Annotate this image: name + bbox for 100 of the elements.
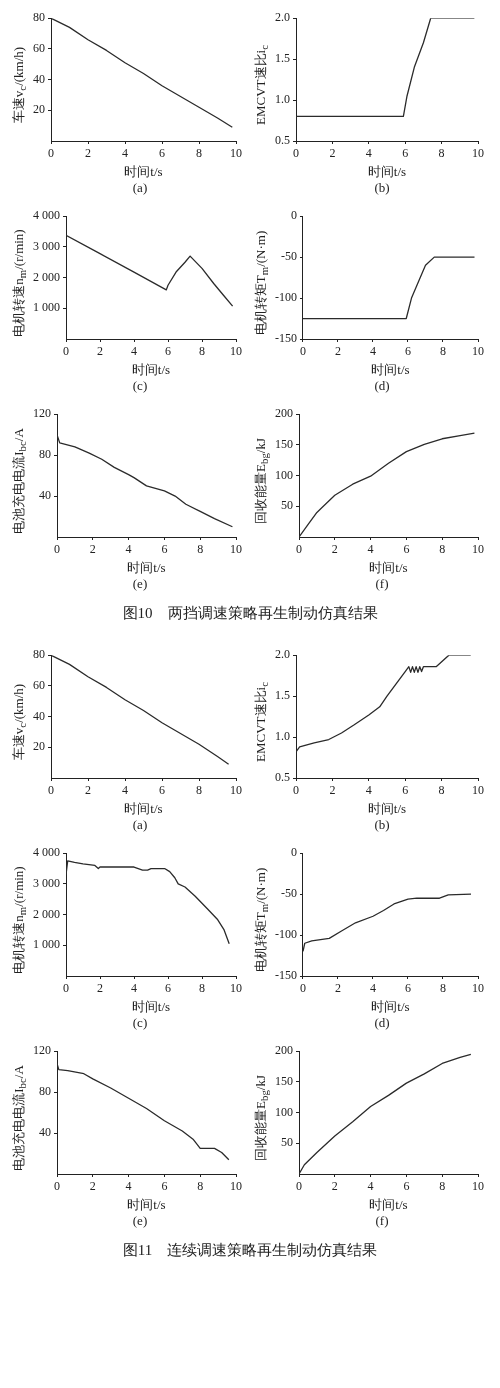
- x-tick-label: 10: [472, 783, 484, 798]
- y-tick-label: 20: [33, 739, 45, 754]
- y-tick-label: -100: [275, 927, 297, 942]
- y-tick-label: 4 000: [33, 208, 60, 223]
- y-tick-label: 40: [39, 1125, 51, 1140]
- y-tick-label: 2 000: [33, 906, 60, 921]
- y-tick-label: 1 000: [33, 937, 60, 952]
- x-tick-label: 6: [403, 1179, 410, 1194]
- y-tick-label: -50: [281, 886, 297, 901]
- x-tick-label: 8: [438, 783, 445, 798]
- x-tick-label: 8: [196, 146, 202, 161]
- x-tick-label: 6: [161, 1179, 168, 1194]
- text: (b): [373, 180, 391, 197]
- x-axis-title: 时间t/s: [371, 998, 410, 1014]
- y-tick-label: 4 000: [33, 845, 60, 860]
- x-tick-label: 6: [165, 981, 171, 996]
- caption: 图11 连续调速策略再生制动仿真结果: [121, 1241, 379, 1260]
- x-tick-label: 4: [122, 146, 128, 161]
- x-tick-label: 10: [230, 146, 242, 161]
- y-tick-label: -150: [275, 331, 297, 346]
- y-tick-label: 50: [281, 498, 293, 513]
- text: (d): [373, 1015, 391, 1032]
- x-tick-label: 8: [197, 542, 204, 557]
- x-tick-label: 2: [97, 981, 103, 996]
- x-tick-label: 4: [370, 981, 376, 996]
- text: (a): [131, 180, 149, 197]
- x-tick-label: 10: [230, 1179, 242, 1194]
- x-tick-label: 2: [329, 146, 336, 161]
- x-tick-label: 4: [122, 783, 128, 798]
- x-axis-title: 时间t/s: [131, 361, 171, 377]
- x-tick-label: 8: [440, 344, 446, 359]
- y-tick-label: 40: [33, 71, 45, 86]
- text: (f): [374, 576, 390, 593]
- x-tick-label: 10: [472, 1179, 484, 1194]
- x-tick-label: 8: [197, 1179, 204, 1194]
- x-tick-label: 10: [230, 344, 242, 359]
- y-tick-label: 2 000: [33, 269, 60, 284]
- x-tick-label: 8: [196, 783, 202, 798]
- text: (c): [131, 378, 149, 395]
- x-tick-label: 4: [131, 344, 137, 359]
- x-tick-label: 2: [89, 542, 96, 557]
- x-axis-title: 时间t/s: [367, 800, 407, 816]
- y-tick-label: 1.0: [275, 92, 290, 107]
- x-tick-label: 10: [230, 783, 242, 798]
- y-tick-label: 60: [33, 678, 45, 693]
- y-tick-label: -150: [275, 968, 297, 983]
- x-axis-title: 时间t/s: [369, 559, 408, 575]
- y-tick-label: 200: [275, 1043, 293, 1058]
- x-tick-label: 4: [370, 344, 376, 359]
- x-axis-title: 时间t/s: [367, 163, 407, 179]
- text: (f): [374, 1213, 390, 1230]
- x-tick-label: 2: [97, 344, 103, 359]
- y-tick-label: 1.5: [275, 688, 290, 703]
- text: (b): [373, 817, 391, 834]
- y-tick-label: 80: [33, 10, 45, 25]
- x-tick-label: 8: [439, 542, 446, 557]
- x-tick-label: 8: [439, 1179, 446, 1194]
- text: (e): [131, 1213, 149, 1230]
- text: (c): [131, 1015, 149, 1032]
- x-tick-label: 6: [405, 981, 411, 996]
- y-tick-label: 2.0: [275, 647, 290, 662]
- y-tick-label: 50: [281, 1135, 293, 1150]
- y-tick-label: 40: [39, 488, 51, 503]
- y-tick-label: 3 000: [33, 239, 60, 254]
- x-tick-label: 2: [89, 1179, 96, 1194]
- x-tick-label: 10: [230, 542, 242, 557]
- x-tick-label: 4: [365, 146, 372, 161]
- y-tick-label: 2.0: [275, 10, 290, 25]
- y-tick-label: 100: [275, 467, 293, 482]
- y-tick-label: 0.5: [275, 133, 290, 148]
- x-axis-title: 时间t/s: [127, 1196, 166, 1212]
- x-axis-title: 时间t/s: [371, 361, 410, 377]
- x-tick-label: 4: [131, 981, 137, 996]
- x-tick-label: 2: [331, 1179, 338, 1194]
- x-tick-label: 6: [403, 542, 410, 557]
- x-tick-label: 10: [230, 981, 242, 996]
- y-tick-label: 100: [275, 1104, 293, 1119]
- x-tick-label: 4: [365, 783, 372, 798]
- x-axis-title: 时间t/s: [127, 559, 166, 575]
- y-tick-label: -100: [275, 290, 297, 305]
- y-tick-label: 1.0: [275, 729, 290, 744]
- x-tick-label: 2: [331, 542, 338, 557]
- text: (d): [373, 378, 391, 395]
- x-tick-label: 8: [199, 344, 205, 359]
- x-tick-label: 6: [402, 146, 409, 161]
- caption: 图10 两挡调速策略再生制动仿真结果: [121, 604, 379, 623]
- y-tick-label: 0: [291, 845, 297, 860]
- y-tick-label: 0: [291, 208, 297, 223]
- x-axis-title: 时间t/s: [124, 800, 163, 816]
- x-axis-title: 时间t/s: [131, 998, 171, 1014]
- y-tick-label: 60: [33, 41, 45, 56]
- x-tick-label: 6: [159, 783, 165, 798]
- y-tick-label: 3 000: [33, 876, 60, 891]
- y-tick-label: 150: [275, 437, 293, 452]
- x-tick-label: 8: [199, 981, 205, 996]
- x-tick-label: 4: [367, 542, 374, 557]
- x-tick-label: 8: [440, 981, 446, 996]
- x-tick-label: 6: [161, 542, 168, 557]
- x-axis-title: 时间t/s: [124, 163, 163, 179]
- y-tick-label: 150: [275, 1074, 293, 1089]
